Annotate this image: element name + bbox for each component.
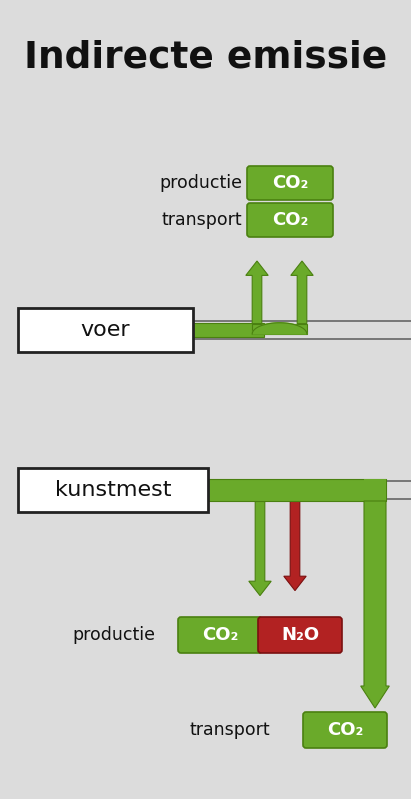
FancyBboxPatch shape <box>303 712 387 748</box>
Text: productie: productie <box>159 174 242 192</box>
Text: Indirecte emissie: Indirecte emissie <box>24 40 387 76</box>
FancyBboxPatch shape <box>18 468 208 512</box>
FancyBboxPatch shape <box>258 617 342 653</box>
Bar <box>252 324 307 334</box>
Text: CO₂: CO₂ <box>327 721 363 739</box>
Bar <box>208 483 267 497</box>
Text: productie: productie <box>72 626 155 644</box>
FancyArrow shape <box>291 261 313 324</box>
Bar <box>253 483 302 497</box>
Polygon shape <box>252 323 307 334</box>
FancyBboxPatch shape <box>247 203 333 237</box>
Text: transport: transport <box>162 211 242 229</box>
Text: CO₂: CO₂ <box>202 626 238 644</box>
FancyBboxPatch shape <box>247 166 333 200</box>
Bar <box>193 323 264 337</box>
FancyArrow shape <box>284 497 306 590</box>
FancyArrow shape <box>361 501 389 708</box>
Text: transport: transport <box>189 721 270 739</box>
FancyArrow shape <box>246 261 268 324</box>
Text: N₂O: N₂O <box>281 626 319 644</box>
FancyBboxPatch shape <box>178 617 262 653</box>
Bar <box>208 479 386 501</box>
Text: CO₂: CO₂ <box>272 211 308 229</box>
Text: voer: voer <box>81 320 130 340</box>
FancyBboxPatch shape <box>18 308 193 352</box>
Text: kunstmest: kunstmest <box>55 480 171 500</box>
Bar <box>364 479 386 501</box>
Text: CO₂: CO₂ <box>272 174 308 192</box>
FancyArrow shape <box>249 497 271 595</box>
